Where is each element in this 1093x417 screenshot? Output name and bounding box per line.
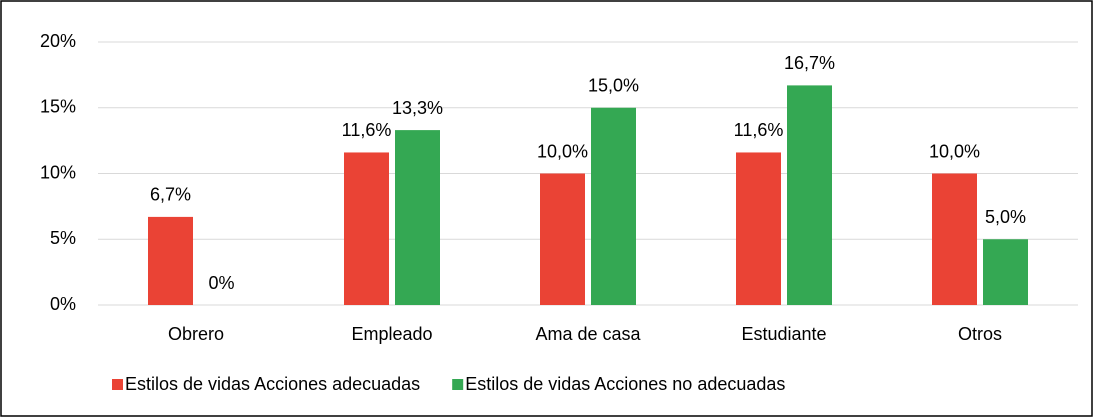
x-tick-label: Ama de casa	[535, 324, 641, 344]
x-tick-label: Obrero	[168, 324, 224, 344]
data-label: 15,0%	[588, 76, 639, 96]
x-tick-label: Estudiante	[741, 324, 826, 344]
data-label: 0%	[208, 273, 234, 293]
bar	[932, 173, 977, 305]
data-label: 13,3%	[392, 98, 443, 118]
bar	[787, 85, 832, 306]
y-tick-label: 20%	[40, 31, 76, 51]
bar	[395, 130, 440, 305]
y-tick-label: 0%	[50, 294, 76, 314]
bar	[344, 152, 389, 305]
bar	[591, 107, 636, 305]
y-tick-label: 10%	[40, 162, 76, 182]
y-tick-label: 15%	[40, 97, 76, 117]
data-label: 6,7%	[150, 185, 191, 205]
data-label: 11,6%	[734, 120, 784, 140]
bar	[736, 152, 781, 305]
data-label: 10,0%	[537, 141, 588, 161]
x-tick-label: Empleado	[351, 324, 432, 344]
data-label: 10,0%	[929, 141, 980, 161]
bar	[148, 216, 193, 305]
bar	[983, 239, 1028, 305]
legend-label: Estilos de vidas Acciones no adecuadas	[465, 374, 785, 394]
legend-swatch	[452, 379, 464, 390]
data-label: 16,7%	[784, 53, 835, 73]
y-tick-label: 5%	[50, 228, 76, 248]
legend-label: Estilos de vidas Acciones adecuadas	[125, 374, 420, 394]
data-label: 11,6%	[342, 120, 392, 140]
x-tick-label: Otros	[958, 324, 1002, 344]
bar	[540, 173, 585, 305]
data-label: 5,0%	[985, 207, 1026, 227]
legend-swatch	[112, 379, 123, 390]
